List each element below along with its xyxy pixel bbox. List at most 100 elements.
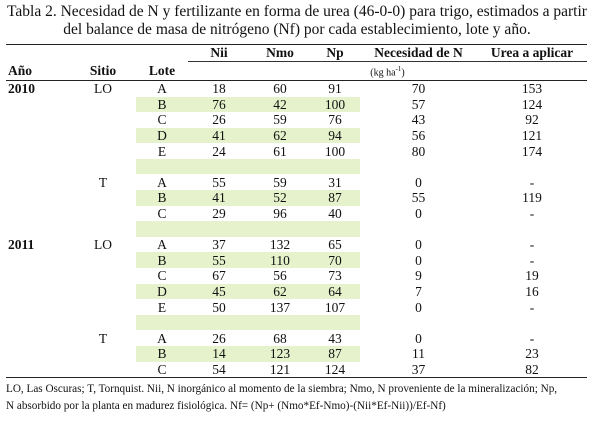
cell-nii: 55 — [188, 252, 250, 269]
cell-np: 87 — [310, 346, 360, 362]
cell-nii: 54 — [188, 361, 250, 379]
cell-lote: C — [157, 112, 167, 128]
cell-sitio — [70, 97, 136, 113]
cell-nmo — [250, 314, 310, 331]
cell-np: 65 — [328, 237, 342, 253]
cell-necesidad: 43 — [411, 112, 426, 128]
cell-np: 43 — [328, 330, 342, 346]
caption-line-1: Tabla 2. Necesidad de N y fertilizante e… — [7, 3, 587, 20]
cell-necesidad: 55 — [411, 190, 426, 206]
table-body: 2010 LO A 18 60 91 70 153 B 76 42 100 57 124 C 26 59 76 43… — [6, 80, 587, 379]
cell-anio — [6, 315, 70, 331]
cell-np: 100 — [324, 143, 346, 159]
spacer-row — [6, 221, 587, 237]
cell-nmo: 42 — [250, 96, 310, 113]
header-lote: Lote — [136, 61, 188, 81]
cell-sitio — [70, 346, 136, 362]
units-label: (kg ha-1) — [188, 60, 587, 81]
cell-sitio — [70, 190, 136, 206]
cell-anio — [6, 97, 70, 113]
cell-nmo: 137 — [269, 299, 291, 315]
cell-np: 31 — [328, 174, 342, 190]
cell-lote: A — [157, 81, 167, 97]
cell-sitio — [70, 315, 136, 331]
header-nmo: Nmo — [250, 44, 310, 62]
cell-sitio: T — [98, 330, 108, 346]
spacer-row — [6, 314, 587, 331]
cell-urea: 124 — [521, 96, 543, 112]
cell-urea: - — [529, 174, 535, 190]
cell-necesidad: 0 — [415, 299, 422, 315]
cell-urea — [477, 221, 587, 237]
cell-np: 91 — [328, 81, 342, 97]
cell-np: 100 — [310, 96, 360, 113]
table-row: T A 55 59 31 0 - — [6, 174, 587, 190]
cell-lote: A — [157, 330, 167, 346]
cell-lote — [136, 158, 188, 175]
cell-nmo: 59 — [273, 174, 287, 190]
cell-lote — [136, 221, 188, 237]
table-row: C 26 59 76 43 92 — [6, 112, 587, 128]
cell-lote: C — [136, 361, 188, 379]
table-row: E 24 61 100 80 174 — [6, 143, 587, 159]
cell-nmo: 110 — [250, 252, 310, 269]
cell-anio — [6, 268, 70, 284]
cell-sitio: LO — [94, 237, 112, 253]
table-row: B 55 110 70 0 - — [6, 252, 587, 269]
header-np: Np — [310, 44, 360, 62]
cell-np — [310, 158, 360, 175]
cell-sitio — [70, 159, 136, 175]
table-row: 2011 LO A 37 132 65 0 - — [6, 237, 587, 253]
table-footnote: LO, Las Oscuras; T, Tornquist. Nii, N in… — [6, 381, 590, 415]
cell-sitio: LO — [94, 81, 112, 97]
cell-urea: - — [529, 252, 535, 268]
cell-urea: 121 — [521, 128, 543, 143]
cell-lote: E — [157, 299, 167, 315]
cell-urea: 92 — [525, 112, 539, 128]
cell-anio — [6, 252, 70, 268]
cell-nii: 41 — [188, 127, 250, 144]
cell-sitio — [70, 284, 136, 300]
cell-np: 87 — [310, 190, 360, 206]
cell-lote: B — [136, 252, 188, 269]
cell-np: 124 — [310, 361, 360, 379]
cell-np — [310, 221, 360, 237]
table-row: B 76 42 100 57 124 — [6, 96, 587, 113]
cell-nii: 76 — [188, 96, 250, 113]
header-necesidad: Necesidad de N — [360, 44, 477, 62]
cell-sitio — [70, 268, 136, 284]
cell-urea: 19 — [525, 268, 539, 284]
cell-nmo: 62 — [250, 127, 310, 144]
table-row: E 50 137 107 0 - — [6, 299, 587, 315]
cell-anio — [6, 174, 70, 190]
cell-nii — [188, 158, 250, 175]
footnote-line-2: N absorbido por la planta en madurez fis… — [6, 400, 446, 412]
cell-necesidad: 0 — [415, 237, 422, 253]
cell-necesidad — [360, 315, 477, 331]
table-row: C 67 56 73 9 19 — [6, 268, 587, 284]
cell-nmo: 132 — [269, 237, 291, 253]
cell-anio — [6, 361, 70, 379]
cell-anio — [6, 346, 70, 362]
header-sitio: Sitio — [70, 61, 136, 81]
cell-necesidad: 0 — [415, 174, 422, 190]
cell-nmo — [250, 221, 310, 237]
cell-sitio — [70, 143, 136, 159]
cell-nii — [188, 221, 250, 237]
table-row: C 29 96 40 0 - — [6, 206, 587, 222]
cell-sitio — [70, 361, 136, 379]
cell-nmo: 62 — [250, 283, 310, 300]
cell-urea: - — [529, 205, 535, 221]
cell-lote: B — [136, 190, 188, 206]
cell-nii: 50 — [212, 299, 226, 315]
table-row: B 41 52 87 55 119 — [6, 190, 587, 206]
cell-np: 64 — [310, 283, 360, 300]
cell-necesidad — [360, 221, 477, 237]
cell-nmo: 123 — [250, 346, 310, 362]
cell-urea: 82 — [477, 361, 587, 379]
cell-lote: C — [157, 268, 167, 284]
caption-line-2: del balance de masa de nitrógeno (Nf) po… — [63, 21, 531, 38]
cell-urea: 153 — [521, 81, 543, 97]
cell-nii: 14 — [188, 346, 250, 362]
cell-anio — [6, 330, 70, 346]
